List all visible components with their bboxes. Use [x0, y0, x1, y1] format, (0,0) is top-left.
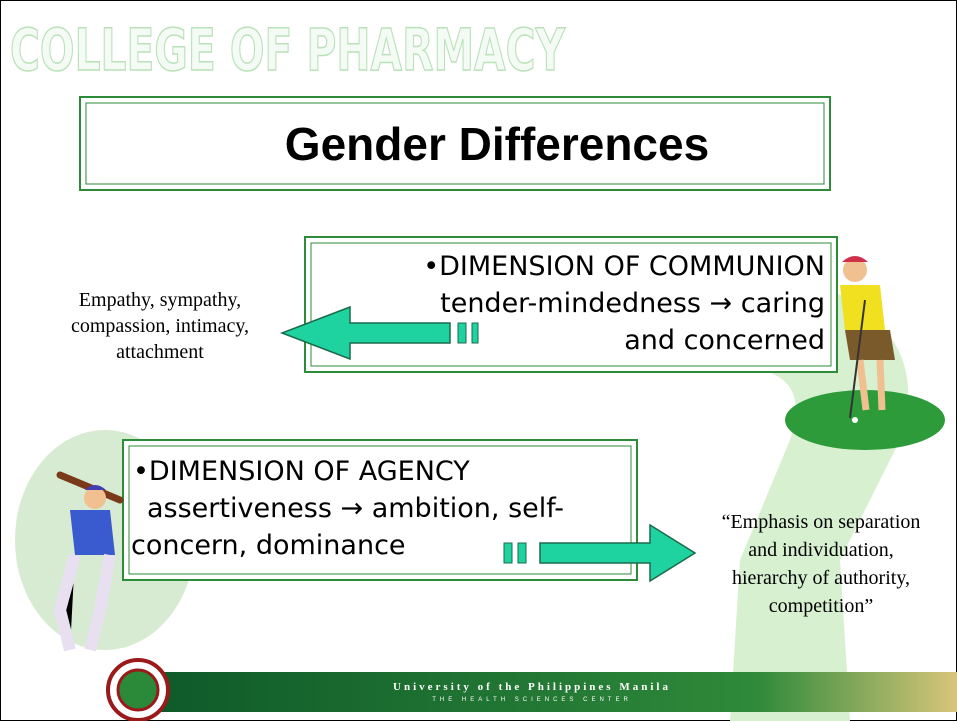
title-frame-inner — [85, 102, 825, 185]
arrow-tail — [471, 322, 479, 344]
box-line: •DIMENSION OF COMMUNION — [423, 251, 825, 282]
box-frame-inner — [310, 242, 832, 367]
note-line: “Emphasis on separation — [722, 511, 921, 533]
box-line: assertiveness → ambition, self- — [147, 493, 564, 524]
title-frame — [79, 96, 831, 191]
batter-icon — [53, 471, 124, 652]
left-arrow — [279, 305, 451, 361]
box-line: tender-mindedness → caring — [440, 288, 825, 319]
golfer-icon — [840, 256, 895, 423]
logo-inner — [116, 668, 160, 712]
footer-university: University of the Philippines Manila — [393, 681, 671, 693]
arrow-tail — [503, 542, 513, 564]
header-title: COLLEGE OF PHARMACY — [10, 16, 566, 84]
slide-title: Gender Differences — [285, 118, 709, 170]
box-line: and concerned — [624, 325, 825, 356]
arrow-tail — [517, 542, 527, 564]
text-layer: •DIMENSION OF COMMUNION tender-mindedness… — [71, 251, 920, 617]
green-ellipse — [785, 390, 945, 450]
right-arrow — [539, 523, 697, 583]
footer-bar — [160, 672, 957, 712]
arrow-tail — [457, 322, 467, 344]
note-line: competition” — [769, 595, 873, 617]
note-line: Empathy, sympathy, — [79, 289, 241, 311]
note-line: and individuation, — [748, 539, 894, 561]
note-line: compassion, intimacy, — [71, 315, 249, 337]
box-line: concern, dominance — [131, 530, 406, 561]
box-line: •DIMENSION OF AGENCY — [133, 456, 470, 487]
box-frame — [304, 236, 838, 373]
note-line: hierarchy of authority, — [732, 567, 910, 589]
note-line: attachment — [116, 341, 204, 363]
box-frame-inner — [128, 445, 632, 575]
footer-subtitle: THE HEALTH SCIENCES CENTER — [432, 697, 632, 703]
